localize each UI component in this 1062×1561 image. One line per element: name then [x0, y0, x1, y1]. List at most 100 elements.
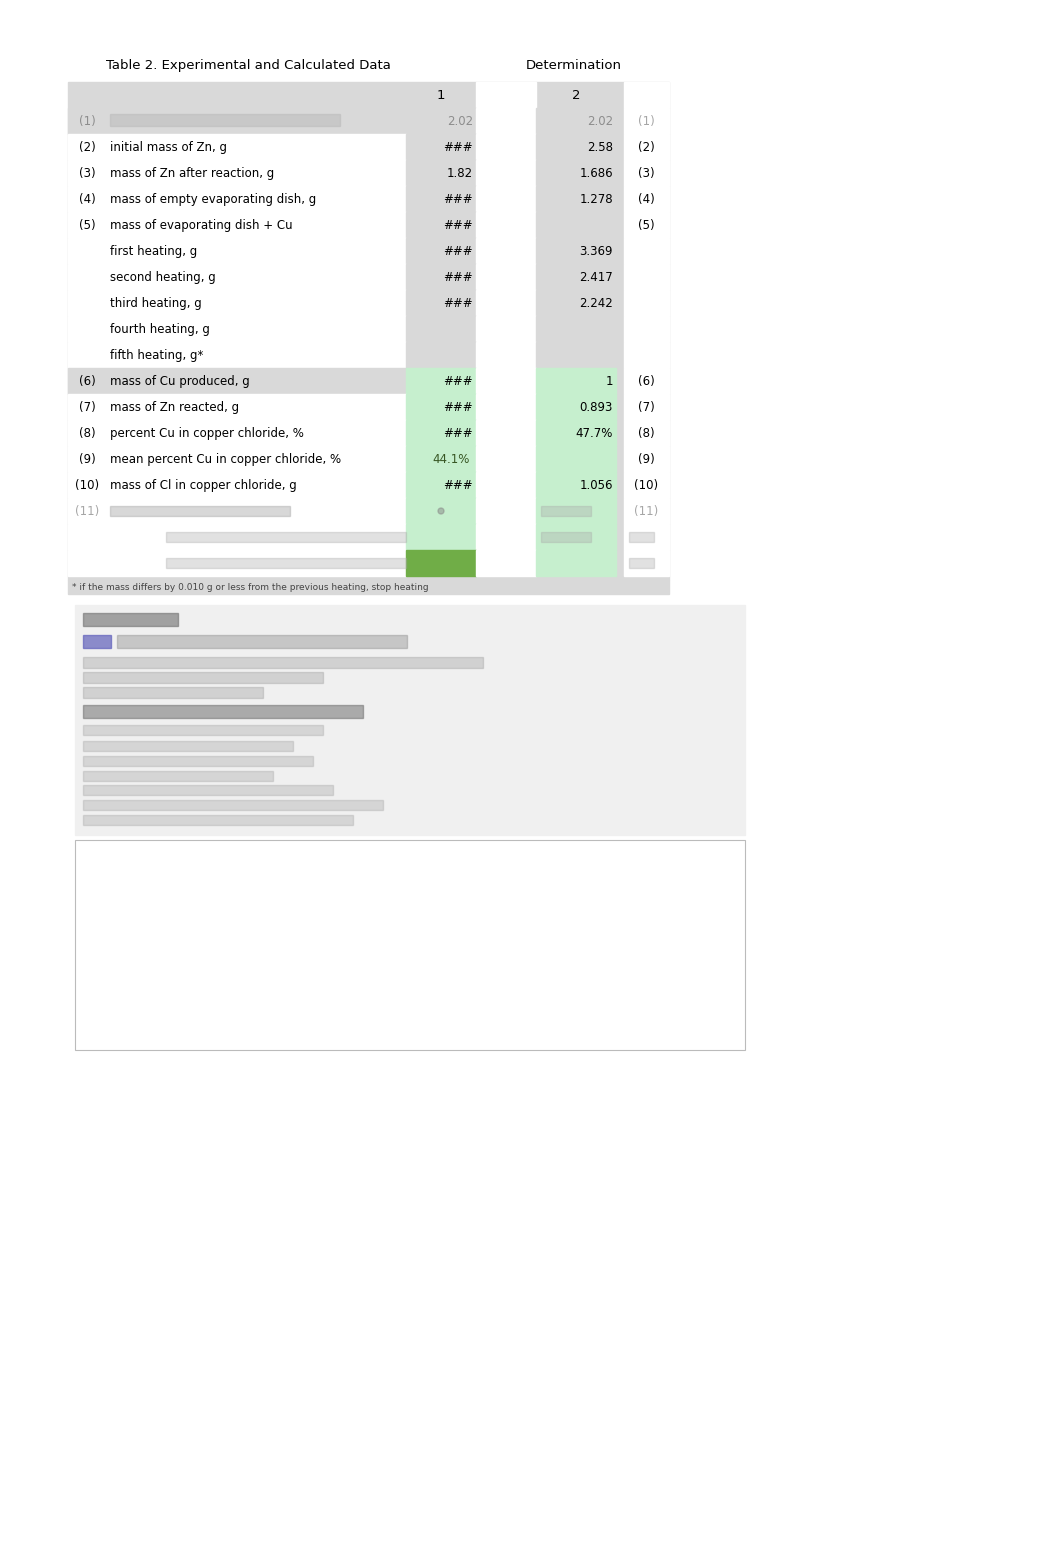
Bar: [83, 724, 323, 735]
Bar: [83, 613, 178, 626]
Text: mass of Zn reacted, g: mass of Zn reacted, g: [110, 401, 239, 414]
Text: (8): (8): [79, 426, 96, 440]
Text: (5): (5): [638, 219, 655, 231]
Bar: [536, 315, 616, 342]
Bar: [68, 342, 406, 368]
Bar: [406, 264, 476, 290]
Text: (3): (3): [79, 167, 96, 180]
Bar: [536, 498, 616, 524]
Text: mass of evaporating dish + Cu: mass of evaporating dish + Cu: [110, 219, 293, 231]
Bar: [406, 237, 476, 264]
Bar: [536, 264, 616, 290]
Bar: [536, 186, 616, 212]
Text: (1): (1): [79, 114, 96, 128]
Text: ###: ###: [443, 479, 473, 492]
Bar: [476, 134, 536, 159]
Bar: [629, 557, 654, 568]
Bar: [536, 108, 616, 134]
Text: 1: 1: [436, 89, 445, 101]
Bar: [536, 212, 616, 237]
Text: 0.893: 0.893: [580, 401, 613, 414]
Bar: [406, 342, 476, 368]
Text: 1.82: 1.82: [447, 167, 473, 180]
Bar: [624, 108, 669, 134]
Bar: [629, 532, 654, 542]
Text: 44.1%: 44.1%: [432, 453, 469, 465]
Text: first heating, g: first heating, g: [110, 245, 198, 258]
Bar: [406, 212, 476, 237]
Bar: [624, 549, 669, 576]
Bar: [476, 290, 536, 315]
Text: (9): (9): [79, 453, 96, 465]
Bar: [536, 290, 616, 315]
Text: ###: ###: [443, 297, 473, 309]
Bar: [110, 506, 290, 517]
Bar: [476, 498, 536, 524]
Bar: [68, 264, 406, 290]
Text: (8): (8): [638, 426, 655, 440]
Bar: [406, 186, 476, 212]
Bar: [476, 524, 536, 549]
Bar: [624, 471, 669, 498]
Text: ###: ###: [443, 375, 473, 387]
Bar: [624, 290, 669, 315]
Bar: [536, 134, 616, 159]
Bar: [624, 237, 669, 264]
Bar: [476, 420, 536, 446]
Bar: [68, 134, 406, 159]
Bar: [476, 186, 536, 212]
Bar: [536, 368, 616, 393]
Bar: [68, 446, 406, 471]
Bar: [68, 368, 406, 393]
Bar: [117, 635, 407, 648]
Bar: [476, 237, 536, 264]
Bar: [83, 635, 112, 648]
Bar: [83, 771, 273, 780]
Bar: [476, 108, 536, 134]
Text: ###: ###: [443, 401, 473, 414]
Bar: [624, 368, 669, 393]
Bar: [624, 498, 669, 524]
Bar: [406, 420, 476, 446]
Bar: [83, 706, 363, 718]
Bar: [75, 606, 746, 835]
Bar: [624, 83, 669, 108]
Bar: [536, 393, 616, 420]
Bar: [406, 393, 476, 420]
Bar: [83, 785, 333, 795]
Bar: [536, 420, 616, 446]
Text: fifth heating, g*: fifth heating, g*: [110, 348, 204, 362]
Bar: [83, 756, 313, 766]
Bar: [476, 446, 536, 471]
Text: ###: ###: [443, 426, 473, 440]
Bar: [476, 212, 536, 237]
Bar: [536, 342, 616, 368]
Text: 2.417: 2.417: [579, 270, 613, 284]
Bar: [83, 741, 293, 751]
Bar: [68, 83, 669, 581]
Text: 2.02: 2.02: [587, 114, 613, 128]
Bar: [406, 498, 476, 524]
Bar: [406, 446, 476, 471]
Bar: [68, 549, 406, 576]
Bar: [75, 840, 746, 1051]
Bar: [406, 159, 476, 186]
Text: 47.7%: 47.7%: [576, 426, 613, 440]
Bar: [406, 368, 476, 393]
Text: (4): (4): [79, 192, 96, 206]
Bar: [68, 212, 406, 237]
Text: third heating, g: third heating, g: [110, 297, 202, 309]
Text: (7): (7): [79, 401, 96, 414]
Text: 1.056: 1.056: [580, 479, 613, 492]
Text: (7): (7): [638, 401, 655, 414]
Bar: [624, 264, 669, 290]
Text: mass of Cl in copper chloride, g: mass of Cl in copper chloride, g: [110, 479, 296, 492]
Bar: [406, 471, 476, 498]
Bar: [624, 420, 669, 446]
Bar: [476, 264, 536, 290]
Bar: [68, 581, 669, 595]
Bar: [68, 420, 406, 446]
Bar: [536, 237, 616, 264]
Bar: [476, 83, 536, 108]
Text: (9): (9): [638, 453, 655, 465]
